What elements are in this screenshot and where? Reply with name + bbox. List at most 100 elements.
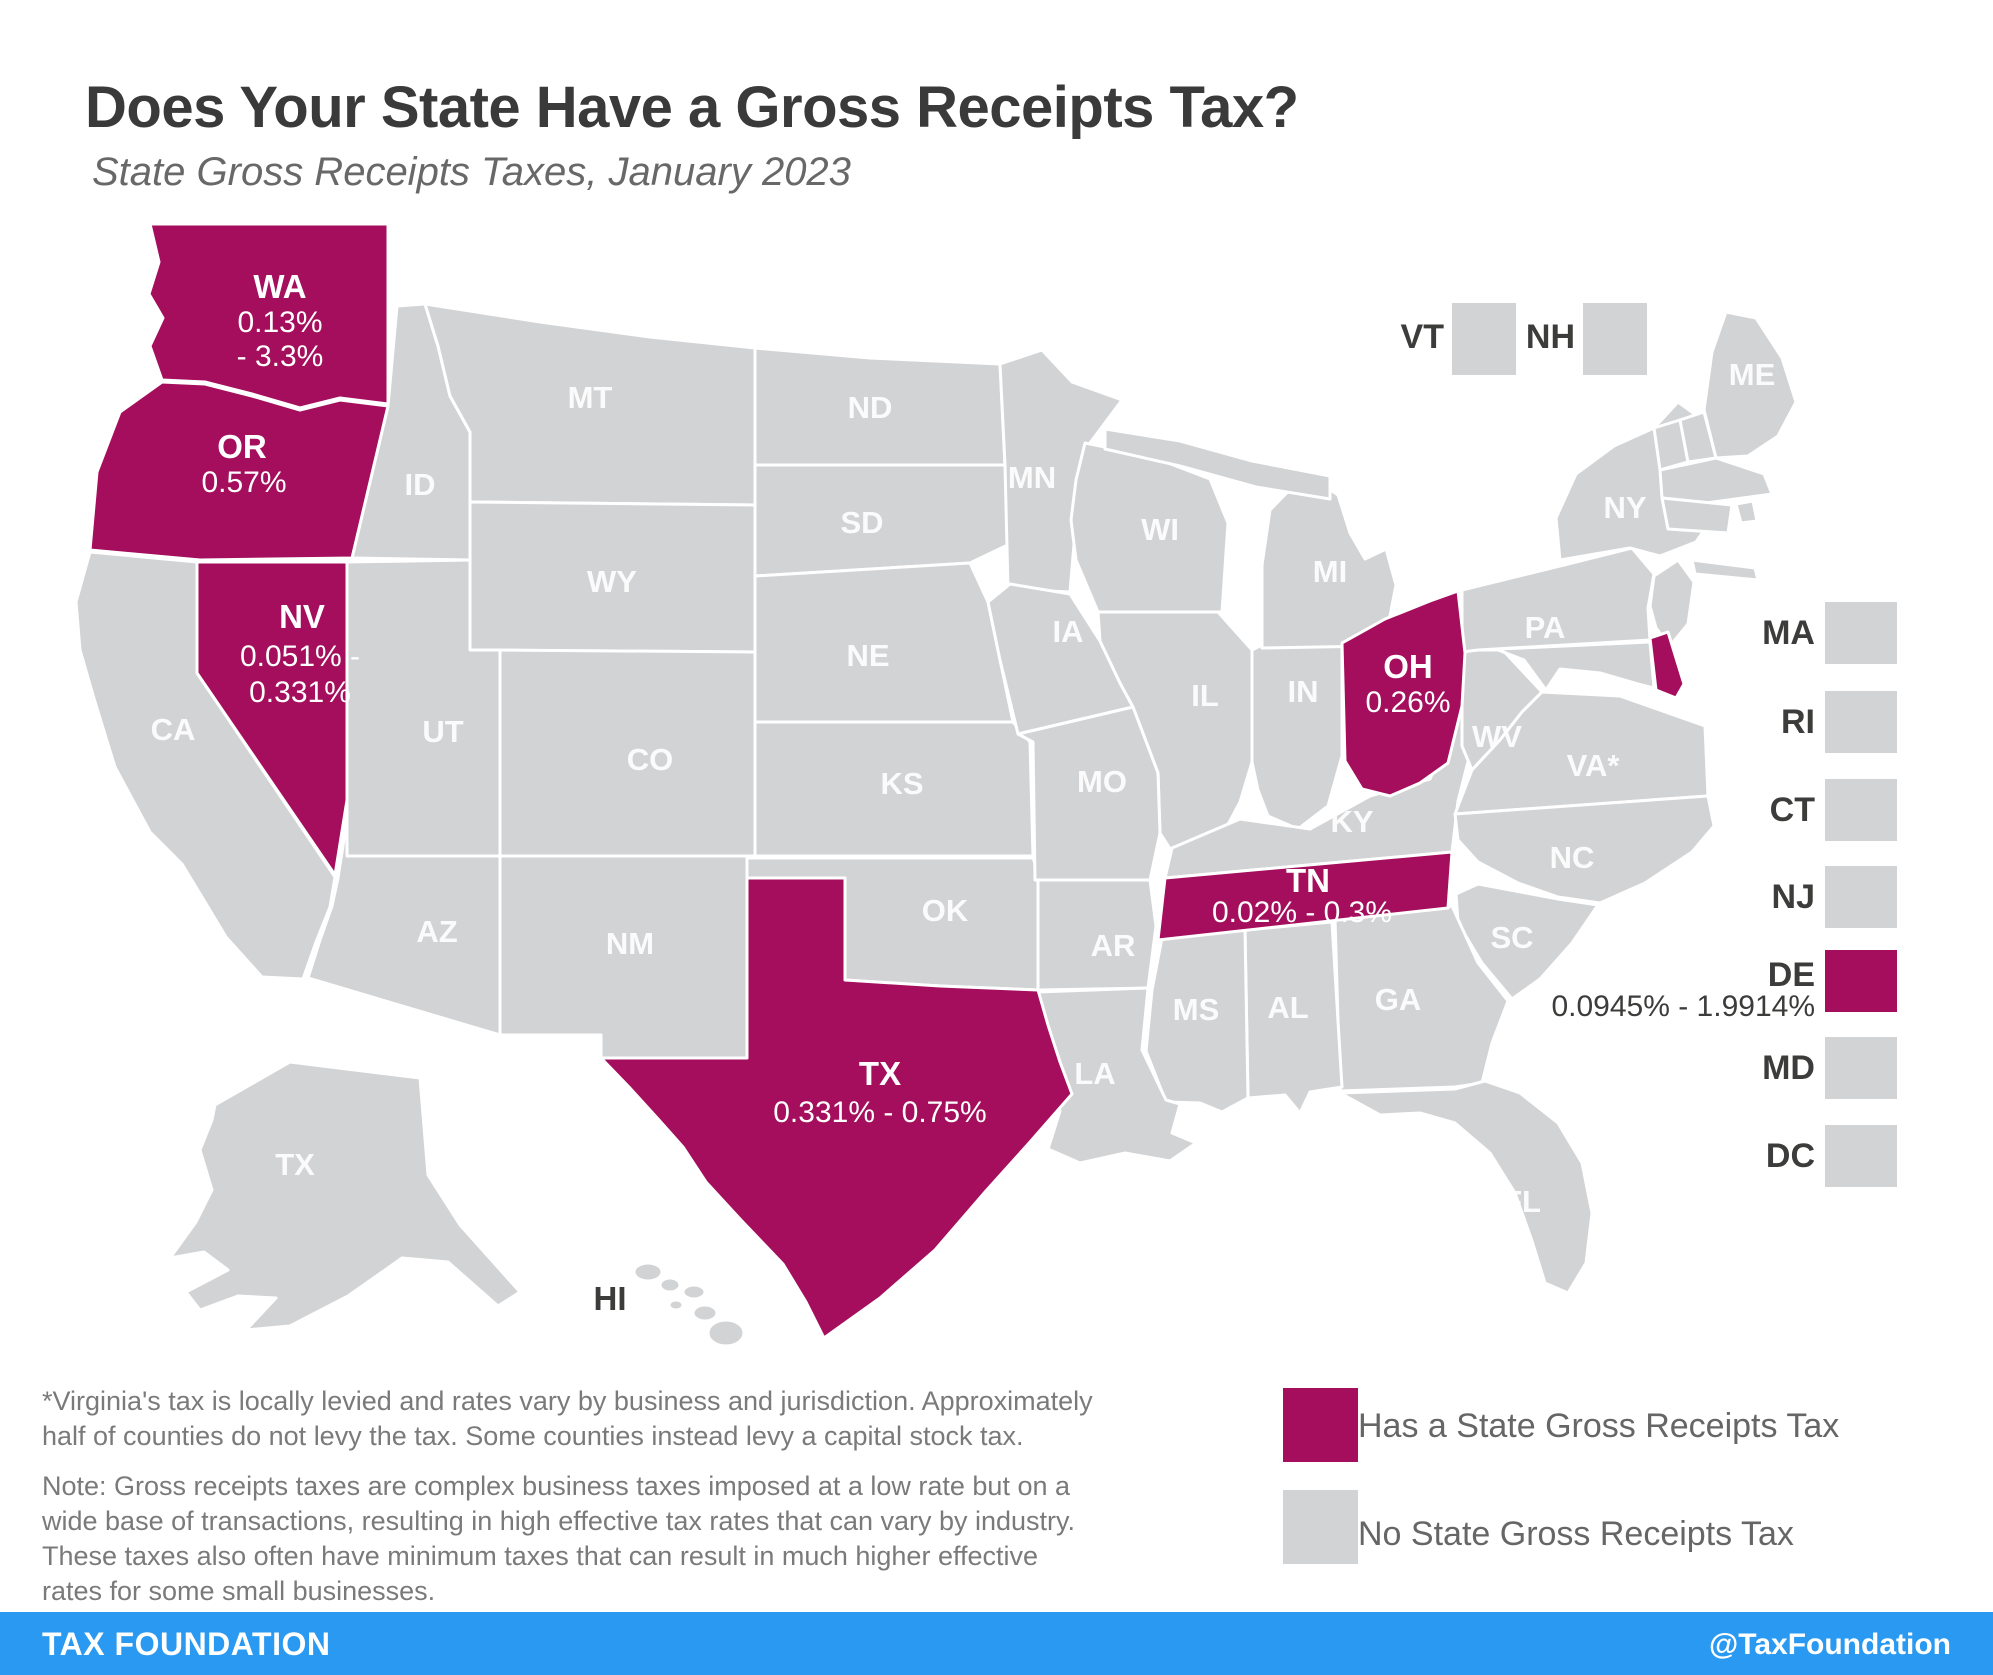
label-ut: UT (422, 714, 463, 749)
label-il: IL (1191, 678, 1219, 713)
state-oh (1340, 589, 1467, 798)
label-wa: WA (253, 268, 306, 305)
label-wi: WI (1141, 512, 1179, 547)
state-ms (1144, 928, 1250, 1114)
label-in: IN (1288, 674, 1319, 709)
state-fl (1338, 1079, 1594, 1295)
legend-label-has-tax: Has a State Gross Receipts Tax (1358, 1407, 1840, 1445)
panel-label-de: DE (1767, 956, 1815, 994)
label-mt: MT (568, 380, 613, 415)
state-in (1250, 640, 1344, 831)
rate-tx: 0.331% - 0.75% (773, 1096, 986, 1129)
state-de (1648, 630, 1686, 700)
legend-swatch-no-tax (1283, 1490, 1358, 1564)
state-ks (753, 720, 1035, 858)
page-title: Does Your State Have a Gross Receipts Ta… (85, 75, 1299, 140)
state-or (88, 380, 390, 562)
rate-nv-2: 0.331% (249, 676, 351, 709)
rate-nv-1: 0.051% - (240, 640, 360, 673)
panel-label-nj: NJ (1771, 878, 1815, 916)
state-wa (147, 222, 390, 410)
state-ar (1036, 878, 1158, 992)
state-la (1036, 986, 1198, 1165)
state-sd (753, 463, 1020, 578)
label-mi: MI (1313, 554, 1347, 589)
label-oh: OH (1383, 648, 1433, 685)
label-pa: PA (1525, 610, 1566, 645)
label-nm: NM (606, 926, 654, 961)
panel-square-ma (1825, 602, 1897, 664)
label-hi: HI (594, 1280, 627, 1317)
label-ca: CA (151, 712, 196, 747)
rate-oh: 0.26% (1365, 686, 1450, 719)
label-wy: WY (587, 564, 637, 599)
label-nc: NC (1550, 840, 1595, 875)
label-ne: NE (846, 638, 889, 673)
state-hi-island (706, 1318, 746, 1348)
state-mi-upper (1103, 427, 1332, 501)
rate-wa-2: - 3.3% (237, 340, 324, 373)
legend-label-no-tax: No State Gross Receipts Tax (1358, 1515, 1794, 1553)
state-hi-island (681, 1283, 707, 1301)
panel-square-ct (1825, 779, 1897, 841)
label-az: AZ (416, 914, 457, 949)
rate-wa-1: 0.13% (237, 306, 322, 339)
panel-square-md (1825, 1037, 1897, 1099)
label-or: OR (217, 428, 267, 465)
state-nc (1453, 794, 1716, 905)
panel-label-nh: NH (1525, 318, 1575, 356)
footer-brand: TAX FOUNDATION (42, 1626, 331, 1662)
state-me (1702, 310, 1798, 460)
state-pa (1460, 546, 1656, 654)
footnote-note: Note: Gross receipts taxes are complex b… (42, 1471, 1076, 1606)
label-wv: WV (1472, 719, 1522, 754)
label-al: AL (1267, 990, 1308, 1025)
panel-square-ri (1825, 691, 1897, 753)
state-hi-island (658, 1276, 682, 1294)
panel-square-dc (1825, 1125, 1897, 1187)
label-co: CO (627, 742, 674, 777)
label-sd: SD (840, 505, 883, 540)
label-ok: OK (922, 893, 969, 928)
label-la: LA (1074, 1056, 1115, 1091)
panel-rate-de: 0.0945% - 1.9914% (1551, 990, 1815, 1023)
label-id: ID (405, 467, 436, 502)
panel-label-ct: CT (1769, 791, 1815, 829)
footer-handle: @TaxFoundation (1708, 1628, 1951, 1661)
footnote-virginia: *Virginia's tax is locally levied and ra… (42, 1386, 1093, 1451)
state-ri (1734, 499, 1759, 525)
state-sc (1454, 882, 1600, 1001)
state-hi-island (632, 1261, 664, 1283)
label-me: ME (1729, 357, 1776, 392)
state-hi-island (667, 1298, 685, 1312)
page-subtitle: State Gross Receipts Taxes, January 2023 (92, 150, 851, 194)
label-mn: MN (1008, 460, 1056, 495)
state-tn (1156, 850, 1454, 942)
panel-square-nh (1583, 303, 1647, 375)
panel-square-de (1825, 950, 1897, 1012)
panel-label-ri: RI (1781, 703, 1815, 741)
panel-label-dc: DC (1765, 1137, 1815, 1175)
label-ky: KY (1330, 804, 1373, 839)
label-ar: AR (1091, 928, 1136, 963)
label-ms: MS (1173, 992, 1220, 1027)
label-ia: IA (1053, 614, 1084, 649)
legend-swatch-has-tax (1283, 1388, 1358, 1462)
state-mo (1016, 705, 1162, 882)
state-tx (599, 876, 1074, 1340)
state-nv (195, 560, 349, 877)
label-tx: TX (859, 1055, 901, 1092)
label-fl: FL (1503, 1184, 1541, 1219)
label-ak: TX (275, 1147, 315, 1182)
state-nj (1648, 558, 1696, 648)
label-sc: SC (1490, 920, 1533, 955)
state-ny-long-island (1690, 558, 1760, 582)
footnotes: *Virginia's tax is locally levied and ra… (42, 1384, 1102, 1674)
label-ga: GA (1375, 982, 1422, 1017)
rate-tn: 0.02% - 0.3% (1212, 896, 1392, 929)
label-mo: MO (1077, 764, 1127, 799)
footer-bar: TAX FOUNDATION @TaxFoundation (0, 1612, 1993, 1675)
state-ct (1660, 496, 1734, 535)
label-va: VA* (1567, 748, 1621, 783)
